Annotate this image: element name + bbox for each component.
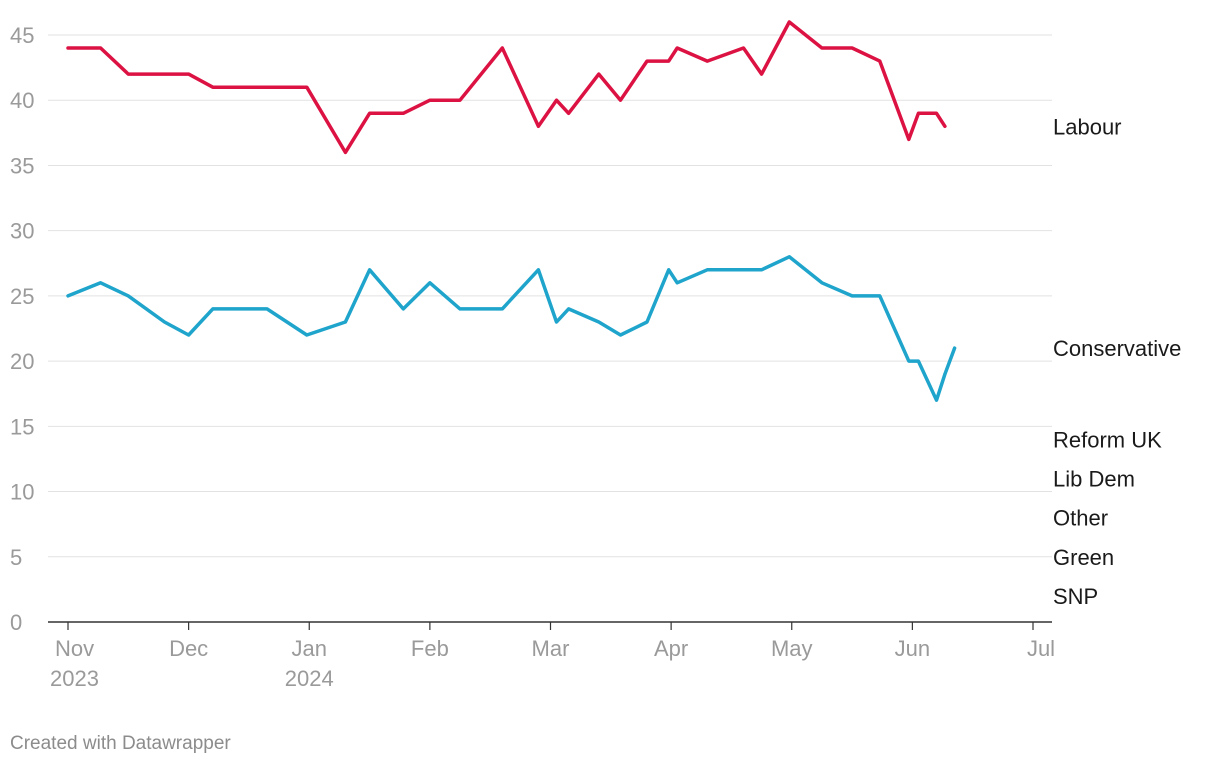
- label-green: Green: [1053, 545, 1114, 570]
- y-tick-label: 0: [10, 610, 22, 635]
- x-tick-label: Jul: [1027, 636, 1055, 661]
- label-lib-dem: Lib Dem: [1053, 467, 1135, 492]
- x-tick-label: Mar: [532, 636, 570, 661]
- gridlines: [48, 34, 1052, 623]
- x-tick-year-label: 2023: [50, 666, 99, 691]
- y-tick-label: 25: [10, 284, 34, 309]
- y-tick-label: 40: [10, 88, 34, 113]
- series-line-conservative: [66, 255, 957, 402]
- label-labour: Labour: [1053, 114, 1122, 139]
- label-snp: SNP: [1053, 584, 1098, 609]
- x-tick-label: Feb: [411, 636, 449, 661]
- footer-credit: Created with Datawrapper: [10, 733, 231, 754]
- x-tick-label: Dec: [169, 636, 208, 661]
- label-other: Other: [1053, 506, 1108, 531]
- y-tick-label: 30: [10, 219, 34, 244]
- y-axis: 0 5 10 15 20 25 30 35 40 45: [10, 23, 34, 635]
- label-conservative: Conservative: [1053, 336, 1181, 361]
- x-tick-label: Nov: [55, 636, 94, 661]
- y-tick-label: 5: [10, 545, 22, 570]
- label-reform-uk: Reform UK: [1053, 427, 1162, 452]
- series-line-labour: [66, 20, 947, 155]
- poll-line-chart: 0 5 10 15 20 25 30 35 40 45 Nov 2023 Dec Jan 2024 Feb M…: [10, 20, 1181, 691]
- x-tick-label: May: [771, 636, 813, 661]
- y-tick-label: 45: [10, 23, 34, 48]
- y-tick-label: 20: [10, 349, 34, 374]
- x-tick-label: Jan: [292, 636, 327, 661]
- x-axis: Nov 2023 Dec Jan 2024 Feb Mar Apr May Jun Jul: [50, 622, 1055, 691]
- y-tick-label: 15: [10, 414, 34, 439]
- y-tick-label: 10: [10, 480, 34, 505]
- y-tick-label: 35: [10, 153, 34, 178]
- series-lines: [66, 20, 957, 402]
- x-tick-label: Apr: [654, 636, 688, 661]
- x-tick-label: Jun: [895, 636, 930, 661]
- x-tick-year-label: 2024: [285, 666, 334, 691]
- series-end-labels: Labour Conservative Reform UK Lib Dem Other G…: [1053, 114, 1181, 609]
